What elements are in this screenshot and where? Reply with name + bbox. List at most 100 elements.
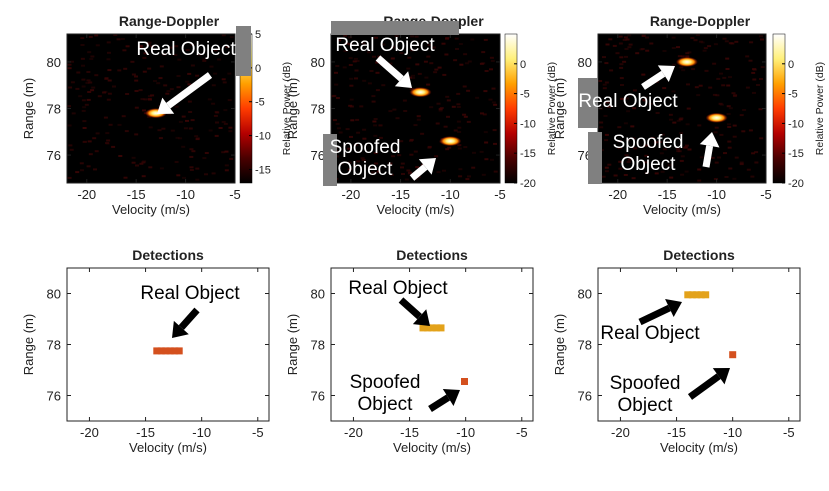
noise-cell bbox=[602, 83, 607, 86]
x-tick-label: -15 bbox=[391, 187, 410, 202]
noise-cell bbox=[123, 67, 128, 70]
noise-cell bbox=[185, 80, 190, 83]
noise-cell bbox=[605, 101, 610, 104]
noise-cell bbox=[713, 43, 718, 46]
x-tick-label: -5 bbox=[516, 425, 528, 440]
annotation-arrow-head bbox=[665, 298, 682, 318]
noise-cell bbox=[373, 152, 378, 155]
noise-cell bbox=[381, 43, 386, 46]
noise-cell bbox=[95, 132, 100, 135]
noise-cell bbox=[465, 178, 470, 181]
noise-cell bbox=[70, 60, 74, 63]
noise-cell bbox=[703, 47, 708, 50]
noise-cell bbox=[483, 38, 488, 41]
noise-cell bbox=[195, 138, 200, 141]
noise-cell bbox=[482, 113, 487, 116]
y-tick-label: 80 bbox=[47, 55, 61, 70]
noise-cell bbox=[598, 80, 603, 82]
noise-cell bbox=[213, 49, 218, 52]
noise-cell bbox=[416, 115, 421, 118]
noise-cell bbox=[141, 161, 146, 164]
noise-cell bbox=[349, 77, 354, 80]
noise-cell bbox=[697, 179, 702, 182]
y-tick-label: 80 bbox=[311, 55, 325, 70]
x-tick-label: -15 bbox=[136, 425, 155, 440]
chart-title: Range-Doppler bbox=[650, 13, 751, 29]
noise-cell bbox=[609, 69, 614, 72]
noise-cell bbox=[698, 40, 703, 43]
noise-cell bbox=[635, 52, 640, 55]
annotation-label: Real Object bbox=[348, 278, 448, 299]
noise-cell bbox=[162, 53, 167, 56]
noise-cell bbox=[334, 83, 339, 86]
noise-cell bbox=[599, 121, 604, 124]
noise-cell bbox=[355, 118, 360, 121]
noise-cell bbox=[489, 56, 494, 59]
noise-cell bbox=[707, 45, 712, 48]
noise-cell bbox=[436, 171, 441, 174]
noise-cell bbox=[429, 106, 434, 109]
colorbar-tick-label: -10 bbox=[255, 131, 271, 143]
noise-cell bbox=[660, 133, 665, 136]
x-tick-label: -15 bbox=[400, 425, 419, 440]
noise-cell bbox=[174, 161, 179, 163]
chart-title: Detections bbox=[396, 247, 468, 263]
noise-cell bbox=[458, 168, 463, 171]
noise-cell bbox=[86, 71, 91, 73]
noise-cell bbox=[370, 171, 375, 174]
noise-cell bbox=[679, 66, 684, 69]
noise-cell bbox=[95, 44, 100, 47]
noise-cell bbox=[732, 135, 737, 138]
noise-cell bbox=[604, 133, 609, 136]
noise-cell bbox=[111, 145, 116, 148]
noise-cell bbox=[224, 150, 229, 153]
noise-cell bbox=[676, 119, 681, 122]
noise-cell bbox=[687, 148, 692, 151]
noise-cell bbox=[337, 39, 342, 42]
noise-cell bbox=[684, 170, 689, 173]
noise-cell bbox=[700, 41, 705, 44]
noise-cell bbox=[722, 76, 727, 79]
noise-cell bbox=[641, 73, 646, 76]
noise-cell bbox=[684, 144, 689, 147]
noise-cell bbox=[228, 126, 233, 129]
noise-cell bbox=[81, 78, 86, 81]
noise-cell bbox=[604, 166, 609, 169]
noise-cell bbox=[148, 126, 153, 129]
noise-cell bbox=[362, 128, 367, 131]
noise-cell bbox=[374, 162, 379, 165]
noise-cell bbox=[88, 35, 93, 38]
noise-cell bbox=[627, 158, 632, 161]
noise-cell bbox=[131, 73, 136, 76]
noise-cell bbox=[668, 113, 673, 116]
noise-cell bbox=[434, 68, 439, 71]
noise-cell bbox=[754, 161, 759, 164]
noise-cell bbox=[88, 153, 93, 156]
noise-cell bbox=[702, 49, 707, 52]
noise-cell bbox=[641, 35, 646, 37]
noise-cell bbox=[754, 151, 759, 154]
noise-cell bbox=[626, 110, 631, 113]
rd3-panel: 0 -5 -10 -15 -20 Relative Power (dB) -20 -15 -10… bbox=[552, 13, 826, 217]
noise-cell bbox=[361, 42, 366, 45]
noise-cell bbox=[215, 121, 219, 124]
noise-cell bbox=[679, 159, 684, 162]
detection-point-spoofed bbox=[729, 351, 737, 359]
noise-cell bbox=[221, 151, 226, 154]
noise-cell bbox=[81, 109, 86, 112]
noise-cell bbox=[373, 118, 378, 120]
x-tick-label: -5 bbox=[494, 187, 506, 202]
noise-cell bbox=[373, 134, 378, 137]
noise-cell bbox=[672, 63, 677, 66]
noise-cell bbox=[371, 95, 376, 98]
noise-cell bbox=[80, 169, 84, 172]
noise-cell bbox=[403, 110, 408, 112]
noise-cell bbox=[174, 45, 179, 48]
noise-cell bbox=[627, 34, 632, 37]
noise-cell bbox=[759, 35, 764, 38]
noise-cell bbox=[204, 152, 209, 154]
noise-cell bbox=[685, 52, 690, 55]
noise-cell bbox=[194, 135, 199, 138]
noise-cell bbox=[470, 38, 475, 41]
noise-cell bbox=[190, 119, 195, 122]
